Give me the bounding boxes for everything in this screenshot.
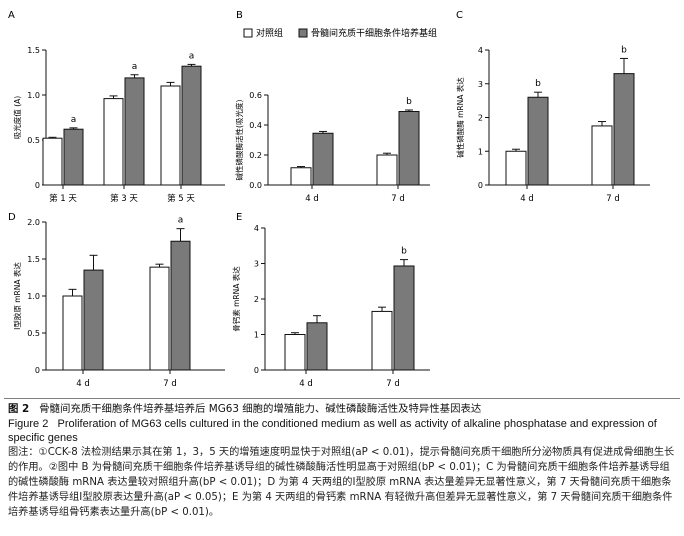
bar-treated [613,73,635,186]
significance-mark: b [406,97,412,107]
bar-treated [181,65,202,186]
bar-treated [124,77,145,186]
significance-mark: b [621,45,627,55]
legend-swatch-treated [298,28,308,38]
y-tick-label: 1 [254,331,259,340]
x-tick-label: 7 d [386,379,400,389]
bar-treated [312,132,334,186]
significance-mark: b [401,247,407,257]
x-tick-label: 第 3 天 [110,193,138,204]
y-tick-label: 0.4 [249,121,262,130]
y-axis-label: 碱性磷酸酶活性(吸光度) [234,100,244,181]
y-tick-label: 0.5 [27,329,40,338]
x-tick-label: 4 d [305,194,319,204]
bar-control [505,150,527,186]
y-tick-label: 1.5 [27,255,40,264]
significance-mark: a [189,51,195,61]
y-tick-label: 0.2 [249,151,262,160]
y-tick-label: 0 [35,366,40,375]
bar-control [290,167,312,186]
bar-treated [63,128,84,186]
y-axis-label: 骨钙素 mRNA 表达 [231,266,241,332]
y-tick-label: 3 [478,80,483,89]
bar-treated [527,96,549,186]
x-tick-label: 7 d [391,194,405,204]
bar-control [284,334,306,371]
x-tick-label: 7 d [163,379,177,389]
caption-english: Figure 2 Proliferation of MG63 cells cul… [8,418,678,445]
caption-en-number: Figure 2 [8,418,49,430]
bar-control [62,295,83,371]
y-tick-label: 3 [254,260,259,269]
significance-mark: a [132,62,138,72]
y-tick-label: 1 [478,147,483,156]
bar-control [149,266,170,371]
bar-treated [83,269,104,371]
y-tick-label: 4 [254,224,259,233]
caption-cn-text: 骨髓间充质干细胞条件培养基培养后 MG63 细胞的增殖能力、碱性磷酸酶活性及特异… [39,403,482,415]
caption-cn-number: 图 2 [8,403,30,415]
y-tick-label: 0 [35,181,40,190]
panel-label: C [456,10,463,21]
y-tick-label: 0.6 [249,91,262,100]
bar-control [160,85,181,186]
panel-label: A [8,10,15,21]
bar-treated [306,322,328,371]
y-tick-label: 0.5 [27,136,40,145]
x-tick-label: 4 d [76,379,90,389]
y-axis-label: Ⅰ型胶原 mRNA 表达 [12,262,22,330]
bar-treated [398,111,420,186]
y-axis-label: 碱性磷酸酶 mRNA 表达 [455,77,465,158]
significance-mark: b [535,79,541,89]
legend-swatch-control [243,28,253,38]
y-tick-label: 1.0 [27,91,40,100]
x-tick-label: 第 5 天 [167,193,195,204]
significance-mark: a [178,216,184,226]
legend-label-treated: 骨髓间充质干细胞条件培养基组 [311,27,437,39]
y-tick-label: 2.0 [27,218,40,227]
panel-label: B [236,10,243,21]
bar-control [42,137,63,186]
y-tick-label: 2 [254,295,259,304]
bar-treated [170,240,191,371]
panel-label: D [8,212,16,223]
legend-label-control: 对照组 [256,27,283,39]
caption-en-text: Proliferation of MG63 cells cultured in … [8,418,657,444]
bar-control [371,310,393,371]
y-tick-label: 2 [478,114,483,123]
bar-treated [393,265,415,371]
x-tick-label: 7 d [606,194,620,204]
y-tick-label: 1.5 [27,46,40,55]
bar-control [376,154,398,186]
caption-chinese: 图 2 骨髓间充质干细胞条件培养基培养后 MG63 细胞的增殖能力、碱性磷酸酶活… [8,402,678,416]
y-tick-label: 0.0 [249,181,262,190]
bar-control [591,125,613,186]
bar-control [103,98,124,186]
y-tick-label: 1.0 [27,292,40,301]
y-tick-label: 4 [478,46,483,55]
y-tick-label: 0 [254,366,259,375]
x-tick-label: 4 d [520,194,534,204]
caption-top-rule [4,398,680,399]
significance-mark: a [71,115,77,125]
figure-panels: A 0 0.5 1.0 1.5 吸光度值 (A) 第 1 天 a 第 3 天 a 第 5 天 a B 0.… [8,10,650,389]
panel-label: E [236,212,242,223]
caption-note: 图注：①CCK-8 法检测结果示其在第 1，3，5 天的增殖速度明显快于对照组(… [8,447,675,518]
y-axis-label: 吸光度值 (A) [12,96,22,139]
x-tick-label: 4 d [299,379,313,389]
x-tick-label: 第 1 天 [49,193,77,204]
y-tick-label: 0 [478,181,483,190]
